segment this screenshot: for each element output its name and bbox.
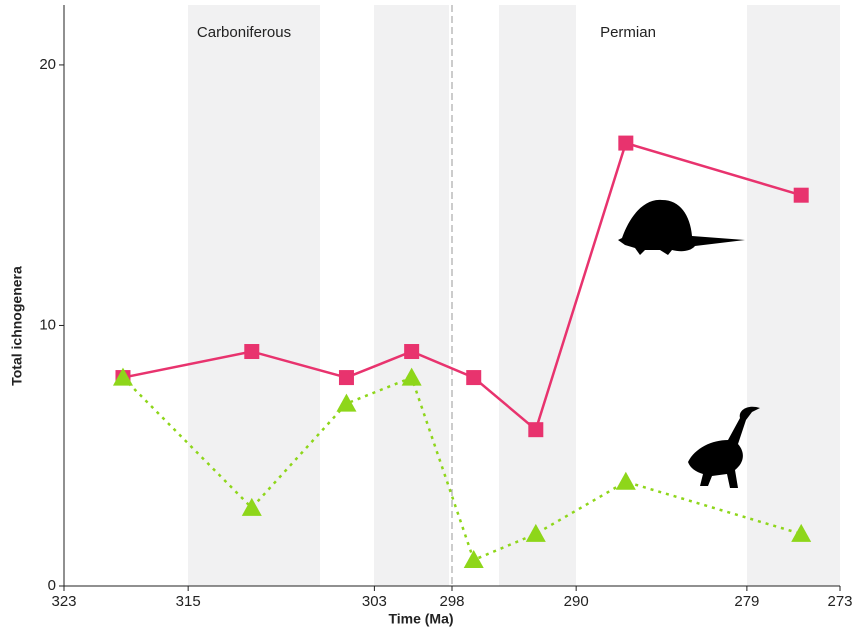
x-tick-label: 315 xyxy=(176,593,201,610)
square-marker xyxy=(466,370,481,385)
y-tick-label: 0 xyxy=(48,577,56,594)
y-axis-title: Total ichnogenera xyxy=(9,266,25,386)
stage-band xyxy=(374,5,449,586)
dimetrodon-silhouette xyxy=(618,200,745,255)
period-label: Carboniferous xyxy=(197,24,291,41)
stage-bands xyxy=(188,5,840,586)
square-marker xyxy=(244,344,259,359)
square-marker xyxy=(339,370,354,385)
square-marker xyxy=(404,344,419,359)
triangle-marker xyxy=(616,472,636,490)
x-tick-label: 279 xyxy=(734,593,759,610)
x-tick-label: 323 xyxy=(51,593,76,610)
x-axis-title: Time (Ma) xyxy=(388,611,453,627)
square-marker xyxy=(618,136,633,151)
x-tick-label: 290 xyxy=(564,593,589,610)
triangle-marker xyxy=(336,394,356,412)
x-tick-label: 303 xyxy=(362,593,387,610)
stage-band xyxy=(747,5,840,586)
x-tick-label: 298 xyxy=(439,593,464,610)
triangle-marker xyxy=(464,550,484,568)
y-tick-label: 10 xyxy=(39,316,56,333)
stage-band xyxy=(188,5,320,586)
stage-band xyxy=(499,5,576,586)
square-marker xyxy=(528,422,543,437)
chart: Carboniferous Permian Time (Ma) Total ic… xyxy=(0,0,852,630)
period-label: Permian xyxy=(600,24,656,41)
square-marker xyxy=(794,188,809,203)
x-tick-label: 273 xyxy=(827,593,852,610)
y-tick-label: 20 xyxy=(39,56,56,73)
